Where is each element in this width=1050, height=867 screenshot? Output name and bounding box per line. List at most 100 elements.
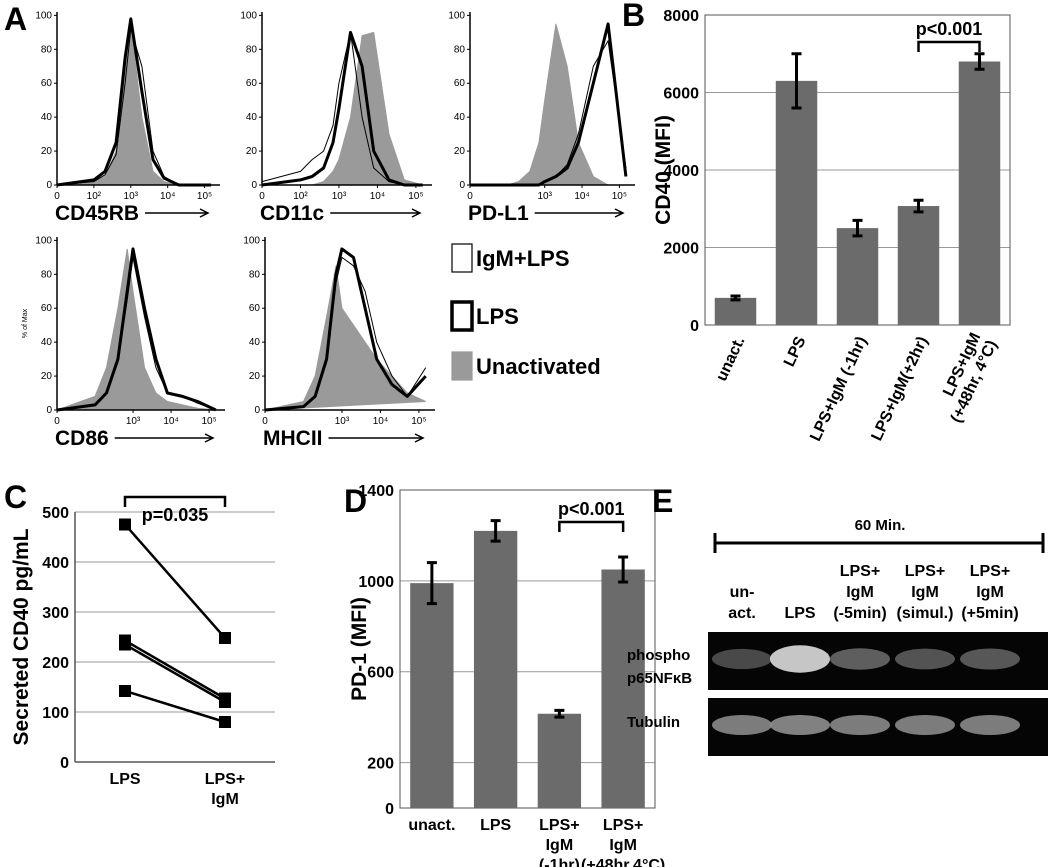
x-tick-label: 10⁵ bbox=[411, 416, 426, 427]
y-tick-label: 20 bbox=[454, 146, 466, 157]
y-tick-label: 20 bbox=[249, 371, 261, 382]
y-tick-label: 0 bbox=[690, 318, 699, 335]
blot-band bbox=[830, 715, 890, 735]
bar bbox=[601, 569, 645, 808]
y-tick-label: 100 bbox=[448, 10, 465, 21]
y-tick-label: 0 bbox=[46, 180, 52, 191]
y-axis-label: Secreted CD40 pg/mL bbox=[10, 528, 33, 745]
x-tick-label: LPS bbox=[480, 817, 511, 834]
y-tick-label: 80 bbox=[249, 269, 261, 280]
y-tick-label: 6000 bbox=[663, 86, 699, 103]
y-tick-label: 40 bbox=[249, 337, 261, 348]
time-bracket bbox=[713, 533, 1045, 553]
y-tick-label: 20 bbox=[41, 146, 53, 157]
x-tick-label: LPS bbox=[109, 771, 140, 788]
x-tick-label: 10⁵ bbox=[612, 191, 627, 202]
row-label: p65NFκB bbox=[627, 670, 692, 687]
y-tick-label: 40 bbox=[246, 112, 258, 123]
marker bbox=[119, 638, 131, 651]
axis-arrow bbox=[330, 208, 422, 218]
blot-band bbox=[960, 715, 1020, 735]
y-tick-label: 0 bbox=[459, 180, 465, 191]
y-tick-label: 80 bbox=[246, 44, 258, 55]
x-axis-label: CD11c bbox=[260, 202, 325, 225]
row-label: Tubulin bbox=[627, 714, 680, 731]
marker bbox=[219, 696, 231, 708]
error-bar bbox=[730, 294, 741, 302]
marker bbox=[219, 716, 231, 728]
error-bar bbox=[618, 555, 629, 584]
x-axis-label: CD86 bbox=[55, 427, 109, 450]
y-tick-label: 80 bbox=[41, 44, 53, 55]
legend-swatch bbox=[451, 243, 473, 273]
annotation: p<0.001 bbox=[916, 19, 983, 39]
bar bbox=[410, 583, 454, 808]
significance-bracket bbox=[123, 495, 227, 507]
line bbox=[124, 643, 226, 704]
x-tick-label: 0 bbox=[54, 191, 60, 202]
lane-label: LPS+ bbox=[905, 563, 945, 580]
x-tick-label: 0 bbox=[259, 191, 265, 202]
x-tick-label: 10² bbox=[293, 191, 308, 202]
x-tick-label: 10⁴ bbox=[373, 416, 388, 427]
x-tick-label: 10² bbox=[87, 191, 102, 202]
y-tick-label: 8000 bbox=[663, 8, 699, 25]
bar bbox=[958, 61, 1001, 325]
legend-swatch bbox=[450, 300, 474, 332]
x-tick-label: LPS+ bbox=[603, 817, 643, 834]
line bbox=[124, 639, 226, 700]
x-tick-label: 10³ bbox=[124, 191, 139, 202]
lane-label: LPS bbox=[784, 605, 815, 622]
y-tick-label: 20 bbox=[41, 371, 53, 382]
x-tick-label: IgM bbox=[609, 837, 637, 854]
panel-label: A bbox=[4, 1, 27, 37]
x-tick-label: 10⁴ bbox=[160, 191, 175, 202]
error-bar bbox=[913, 198, 924, 214]
plot-frame bbox=[399, 489, 656, 809]
blot-band bbox=[770, 715, 830, 735]
error-bar bbox=[490, 519, 501, 543]
bar bbox=[537, 713, 582, 808]
x-tick-label: LPS+ bbox=[539, 817, 579, 834]
x-tick-label: 10⁴ bbox=[163, 416, 178, 427]
blot-band bbox=[770, 645, 830, 673]
panel-label: E bbox=[652, 483, 673, 519]
error-bar bbox=[852, 218, 863, 238]
bar bbox=[897, 206, 940, 325]
x-tick-label: 10³ bbox=[126, 416, 141, 427]
axis-arrow bbox=[145, 208, 210, 218]
line bbox=[261, 31, 423, 186]
x-axis-label: CD45RB bbox=[55, 202, 139, 225]
x-tick-label: unact. bbox=[408, 817, 455, 834]
x-axis-label: PD-L1 bbox=[468, 202, 529, 225]
blot-band bbox=[895, 715, 955, 735]
area bbox=[56, 248, 216, 411]
x-tick-label: IgM bbox=[211, 791, 239, 808]
y-tick-label: 300 bbox=[42, 605, 69, 622]
y-tick-label: 100 bbox=[240, 10, 257, 21]
x-tick-label: 10⁵ bbox=[408, 191, 423, 202]
y-tick-label: 200 bbox=[367, 756, 394, 773]
y-tick-label: 4000 bbox=[663, 163, 699, 180]
y-tick-label: 200 bbox=[42, 655, 69, 672]
x-tick-label: 10³ bbox=[335, 416, 350, 427]
y-tick-label: 60 bbox=[454, 78, 466, 89]
axis-arrow bbox=[114, 433, 215, 443]
y-tick-label: 40 bbox=[41, 337, 53, 348]
significance-bracket bbox=[917, 40, 981, 52]
legend-label: IgM+LPS bbox=[476, 246, 570, 271]
bar bbox=[473, 530, 518, 808]
error-bar bbox=[554, 708, 565, 719]
y-tick-label: 60 bbox=[41, 78, 53, 89]
error-bar bbox=[791, 52, 802, 110]
x-tick-label: 0 bbox=[54, 416, 60, 427]
x-tick-label: (-1hr) bbox=[539, 857, 580, 867]
x-tick-label: LPS+ bbox=[205, 771, 245, 788]
x-tick-label: 10⁵ bbox=[197, 191, 212, 202]
y-tick-label: 600 bbox=[367, 665, 394, 682]
y-tick-label: 60 bbox=[41, 303, 53, 314]
line bbox=[124, 523, 226, 639]
y-tick-label: 80 bbox=[41, 269, 53, 280]
panel-label: B bbox=[622, 0, 645, 33]
blot-title: 60 Min. bbox=[855, 517, 906, 534]
